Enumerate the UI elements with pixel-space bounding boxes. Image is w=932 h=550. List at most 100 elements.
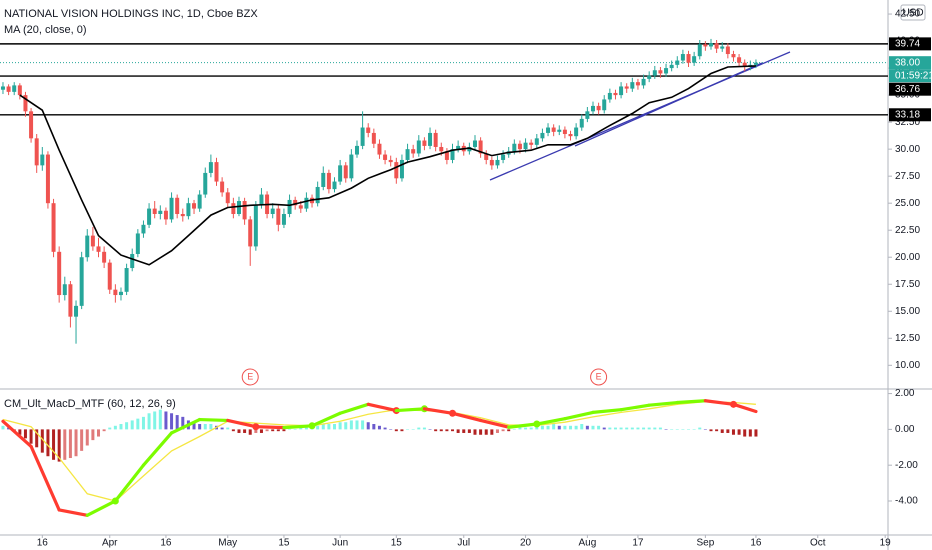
candle-body: [737, 57, 742, 63]
candle-body: [658, 70, 663, 74]
candle-body: [231, 203, 236, 214]
histogram-bar: [198, 424, 202, 430]
histogram-bar: [406, 429, 410, 430]
candle-body: [495, 159, 500, 166]
candle-body: [708, 43, 713, 47]
histogram-bar: [158, 409, 162, 430]
macd-segment: [535, 417, 567, 426]
histogram-bar: [259, 429, 263, 433]
candle-body: [349, 154, 354, 179]
candle-body: [714, 43, 719, 49]
candle-body: [590, 105, 595, 112]
y-tick-label: 42.50: [895, 9, 920, 20]
candle-body: [270, 208, 275, 214]
candle-body: [96, 246, 101, 252]
histogram-bar: [428, 429, 432, 430]
candle-body: [62, 284, 67, 296]
histogram-bar: [675, 429, 679, 430]
histogram-bar: [282, 429, 286, 432]
histogram-bar: [462, 429, 466, 433]
histogram-bar: [731, 429, 735, 435]
candle-body: [102, 251, 107, 263]
y-tick-label: 25.00: [895, 198, 920, 209]
y-tick-label: 32.50: [895, 117, 920, 128]
ma-line: [19, 65, 756, 266]
candle-body: [287, 199, 292, 214]
indicator-title: CM_Ult_MacD_MTF (60, 12, 26, 9): [4, 398, 176, 410]
histogram-bar: [321, 424, 325, 430]
histogram-bar: [164, 411, 168, 430]
level-label-box: [889, 56, 931, 70]
histogram-bar: [355, 420, 359, 430]
histogram-bar: [720, 429, 724, 433]
histogram-bar: [754, 429, 758, 437]
candle-body: [579, 118, 584, 128]
histogram-bar: [512, 429, 516, 430]
histogram-bar: [540, 425, 544, 430]
macd-segment: [1, 419, 33, 448]
histogram-bar: [737, 429, 741, 435]
histogram-bar: [192, 422, 196, 430]
histogram-bar: [119, 424, 123, 430]
histogram-bar: [237, 429, 241, 433]
candle-body: [51, 203, 56, 252]
histogram-bar: [411, 429, 415, 430]
candle-body: [450, 149, 455, 160]
y-tick-label: 10.00: [895, 360, 920, 371]
candle-body: [529, 142, 534, 145]
candle-body: [321, 172, 326, 187]
histogram-bar: [74, 429, 78, 457]
earnings-label: E: [247, 371, 253, 381]
candle-body: [428, 132, 433, 146]
candle-body: [467, 146, 472, 152]
candle-body: [175, 197, 180, 214]
candle-body: [613, 92, 618, 96]
histogram-bar: [479, 429, 483, 435]
histogram-bar: [546, 425, 550, 430]
histogram-bar: [642, 427, 646, 430]
signal-line: [2, 400, 756, 502]
histogram-bar: [698, 427, 702, 430]
histogram-bar: [7, 427, 11, 430]
histogram-bar: [383, 427, 387, 430]
histogram-bar: [630, 427, 634, 430]
x-tick-label: 15: [391, 538, 403, 549]
candle-body: [79, 257, 84, 306]
histogram-bar: [226, 427, 230, 430]
candle-body: [220, 181, 225, 193]
candle-body: [152, 208, 157, 214]
candle-body: [163, 210, 168, 220]
level-label: 38.00: [895, 57, 920, 68]
ma-legend: MA (20, close, 0): [4, 24, 87, 36]
histogram-bar: [524, 427, 528, 430]
candle-body: [293, 199, 298, 206]
candle-body: [23, 95, 28, 112]
x-tick-label: Apr: [102, 538, 118, 549]
candle-body: [725, 46, 730, 55]
candle-body: [107, 262, 112, 290]
candle-body: [236, 201, 241, 214]
timer: 01:59:21: [895, 70, 932, 81]
macd-segment: [675, 399, 707, 405]
histogram-bar: [304, 427, 308, 430]
candle-body: [562, 129, 567, 135]
histogram-bar: [271, 429, 275, 432]
candle-body: [703, 44, 708, 47]
histogram-bar: [703, 429, 707, 430]
macd-segment: [731, 402, 758, 414]
histogram-bar: [203, 424, 207, 430]
earnings-marker: [241, 368, 259, 386]
histogram-bar: [417, 427, 421, 430]
histogram-bar: [327, 424, 331, 430]
histogram-bar: [29, 429, 33, 444]
macd-segment: [141, 431, 174, 467]
histogram-bar: [18, 429, 22, 435]
candle-body: [338, 165, 343, 182]
histogram-bar: [136, 418, 140, 430]
candle-body: [512, 143, 517, 152]
candle-body: [130, 253, 135, 269]
histogram-bar: [231, 429, 235, 432]
histogram-bar: [445, 429, 449, 432]
candle-body: [371, 132, 376, 144]
